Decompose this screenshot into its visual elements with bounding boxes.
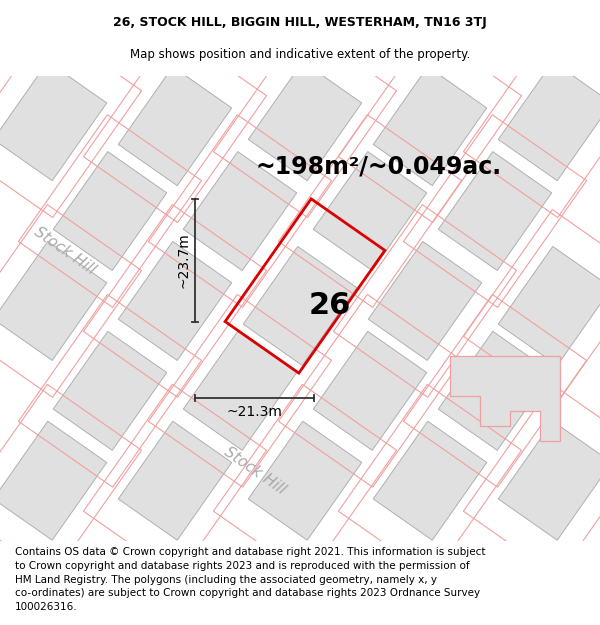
Text: 26, STOCK HILL, BIGGIN HILL, WESTERHAM, TN16 3TJ: 26, STOCK HILL, BIGGIN HILL, WESTERHAM, … [113,16,487,29]
Polygon shape [313,152,427,271]
Polygon shape [248,62,362,181]
Polygon shape [498,246,600,366]
Polygon shape [313,331,427,450]
Text: ~23.7m: ~23.7m [176,232,190,288]
Polygon shape [243,246,357,366]
Polygon shape [118,241,232,361]
Polygon shape [118,67,232,186]
Text: 26: 26 [309,291,351,321]
Polygon shape [373,421,487,540]
Polygon shape [438,331,552,450]
Text: Contains OS data © Crown copyright and database right 2021. This information is : Contains OS data © Crown copyright and d… [15,548,485,612]
Polygon shape [373,67,487,186]
Polygon shape [53,152,167,271]
Text: Stock Hill: Stock Hill [31,224,98,278]
Text: Stock Hill: Stock Hill [221,444,289,498]
Polygon shape [0,62,107,181]
Polygon shape [118,421,232,540]
Polygon shape [438,152,552,271]
Polygon shape [183,331,297,450]
Polygon shape [53,331,167,450]
Polygon shape [498,62,600,181]
Polygon shape [0,421,107,540]
Polygon shape [248,421,362,540]
Polygon shape [450,356,560,441]
Text: ~198m²/~0.049ac.: ~198m²/~0.049ac. [255,154,501,178]
Polygon shape [183,152,297,271]
Polygon shape [368,241,482,361]
Polygon shape [0,241,107,361]
Polygon shape [498,421,600,540]
Text: Map shows position and indicative extent of the property.: Map shows position and indicative extent… [130,48,470,61]
Text: ~21.3m: ~21.3m [227,405,283,419]
